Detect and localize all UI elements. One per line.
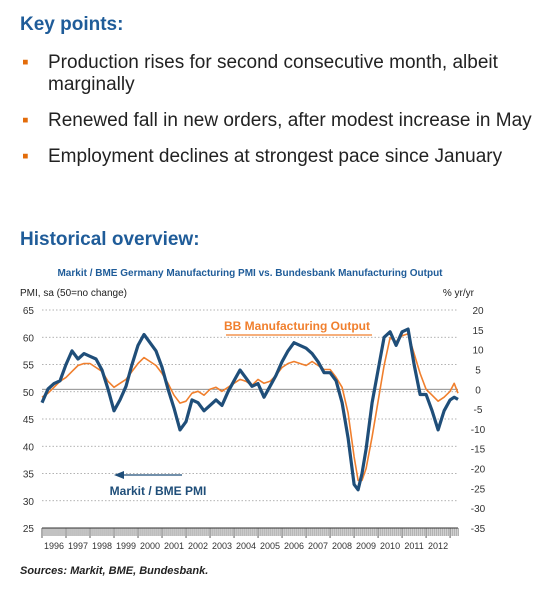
left-tick-label: 40 — [23, 442, 35, 453]
x-tick-label: 1996 — [44, 541, 64, 551]
bb-series-label: BB Manufacturing Output — [224, 319, 370, 333]
bullet-marker-icon: ▪ — [22, 110, 29, 131]
chart-source: Sources: Markit, BME, Bundesbank. — [20, 565, 209, 577]
right-tick-label: 5 — [475, 365, 481, 376]
x-tick-label: 2007 — [308, 541, 328, 551]
bullet-marker-icon: ▪ — [22, 52, 29, 73]
x-tick-label: 2010 — [380, 541, 400, 551]
left-tick-label: 25 — [23, 524, 35, 535]
pmi-chart: Markit / BME Germany Manufacturing PMI v… — [20, 268, 486, 551]
right-tick-label: -10 — [471, 425, 486, 436]
left-tick-label: 60 — [23, 333, 35, 344]
right-tick-label: -20 — [471, 465, 486, 476]
right-tick-label: -15 — [471, 445, 486, 456]
x-tick-label: 2011 — [404, 541, 423, 551]
left-axis-label: PMI, sa (50=no change) — [20, 288, 127, 299]
right-tick-label: -35 — [471, 524, 486, 535]
key-points-list: ▪ Production rises for second consecutive… — [22, 52, 532, 182]
pmi-line — [40, 327, 459, 492]
x-tick-label: 2006 — [284, 541, 304, 551]
right-tick-label: 10 — [472, 346, 484, 357]
historical-overview-heading: Historical overview: — [20, 229, 200, 250]
bb-output-line — [41, 333, 459, 482]
x-tick-label: 2000 — [140, 541, 160, 551]
right-tick-label: -30 — [471, 504, 486, 515]
pmi-series-label: Markit / BME PMI — [110, 484, 207, 498]
right-tick-label: -5 — [474, 405, 483, 416]
x-tick-label: 1999 — [116, 541, 136, 551]
right-axis-label: % yr/yr — [443, 288, 475, 299]
left-tick-label: 65 — [23, 306, 35, 317]
left-tick-label: 55 — [23, 361, 35, 372]
left-tick-label: 35 — [23, 470, 35, 481]
x-tick-label: 2004 — [236, 541, 256, 551]
x-tick-label: 2003 — [212, 541, 232, 551]
right-tick-label: 0 — [475, 385, 481, 396]
right-tick-label: 15 — [472, 326, 484, 337]
key-point-3: ▪ Employment declines at strongest pace s… — [22, 146, 503, 167]
x-tick-label: 1997 — [68, 541, 88, 551]
right-tick-label: 20 — [472, 306, 484, 317]
x-tick-label: 2001 — [164, 541, 184, 551]
right-tick-label: -25 — [471, 484, 486, 495]
chart-title: Markit / BME Germany Manufacturing PMI v… — [57, 268, 443, 279]
key-point-2: ▪ Renewed fall in new orders, after modes… — [22, 110, 532, 131]
key-points-heading: Key points: — [20, 14, 124, 35]
left-tick-label: 45 — [23, 415, 35, 426]
bullet-marker-icon: ▪ — [22, 146, 29, 167]
left-tick-label: 50 — [23, 388, 35, 399]
key-point-1: ▪ Production rises for second consecutive… — [22, 52, 498, 95]
x-tick-label: 2005 — [260, 541, 280, 551]
x-tick-label: 2002 — [188, 541, 208, 551]
left-arrow-icon — [114, 471, 124, 479]
x-tick-label: 2008 — [332, 541, 352, 551]
x-tick-label: 1998 — [92, 541, 112, 551]
x-tick-label: 2012 — [428, 541, 448, 551]
x-tick-label: 2009 — [356, 541, 376, 551]
left-tick-label: 30 — [23, 497, 35, 508]
